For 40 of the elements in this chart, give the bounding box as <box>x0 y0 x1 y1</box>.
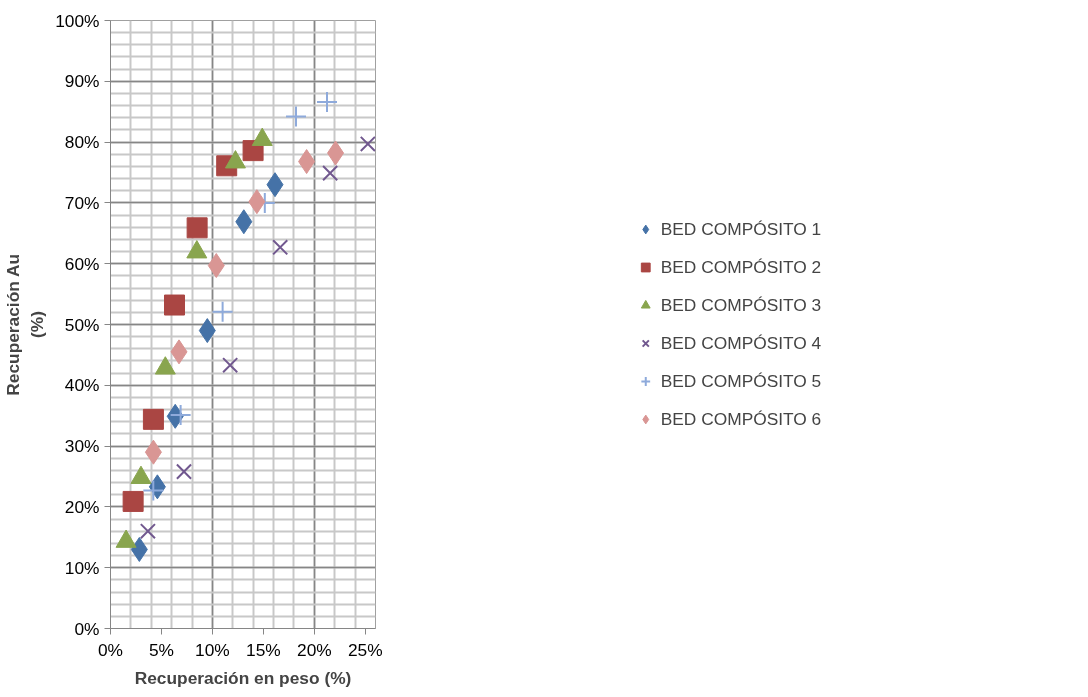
y-tick-label: 10% <box>64 557 100 578</box>
point <box>222 357 239 374</box>
legend-label: BED COMPÓSITO 1 <box>660 218 822 240</box>
point <box>285 105 307 128</box>
point <box>122 490 144 512</box>
legend-label: BED COMPÓSITO 6 <box>660 408 822 430</box>
point <box>164 294 186 316</box>
point <box>142 408 164 430</box>
y-tick-label: 60% <box>64 253 100 274</box>
point <box>211 300 234 323</box>
x-tick-label: 15% <box>246 639 281 660</box>
point <box>272 239 289 256</box>
y-tick-label: 40% <box>64 375 100 396</box>
point <box>142 479 165 502</box>
y-tick-label: 20% <box>64 496 100 517</box>
x-tick-label: 0% <box>97 639 124 660</box>
point <box>322 165 339 182</box>
y-tick-label: 100% <box>55 10 100 31</box>
y-tick-label: 0% <box>74 618 100 639</box>
legend-label: BED COMPÓSITO 5 <box>660 370 822 392</box>
y-tick-label: 90% <box>64 71 100 92</box>
point <box>175 463 193 480</box>
y-tick-label: 70% <box>64 192 100 213</box>
point <box>359 135 376 152</box>
y-axis-title: Recuperación Au (%) <box>3 253 48 396</box>
point <box>169 404 192 427</box>
legend-label: BED COMPÓSITO 2 <box>660 256 822 278</box>
x-tick-label: 10% <box>195 639 230 660</box>
y-tick-label: 50% <box>64 314 100 335</box>
x-tick-label: 20% <box>297 639 332 660</box>
y-tick-label: 80% <box>64 132 100 153</box>
x-tick-label: 25% <box>347 639 383 660</box>
x-tick-label: 5% <box>148 639 174 660</box>
point <box>139 523 156 540</box>
y-tick-label: 30% <box>64 436 100 457</box>
point <box>186 217 208 239</box>
x-axis-title: Recuperación en peso (%) <box>134 667 352 688</box>
legend-label: BED COMPÓSITO 4 <box>660 332 822 354</box>
point <box>315 90 338 113</box>
legend-label: BED COMPÓSITO 3 <box>660 294 822 316</box>
